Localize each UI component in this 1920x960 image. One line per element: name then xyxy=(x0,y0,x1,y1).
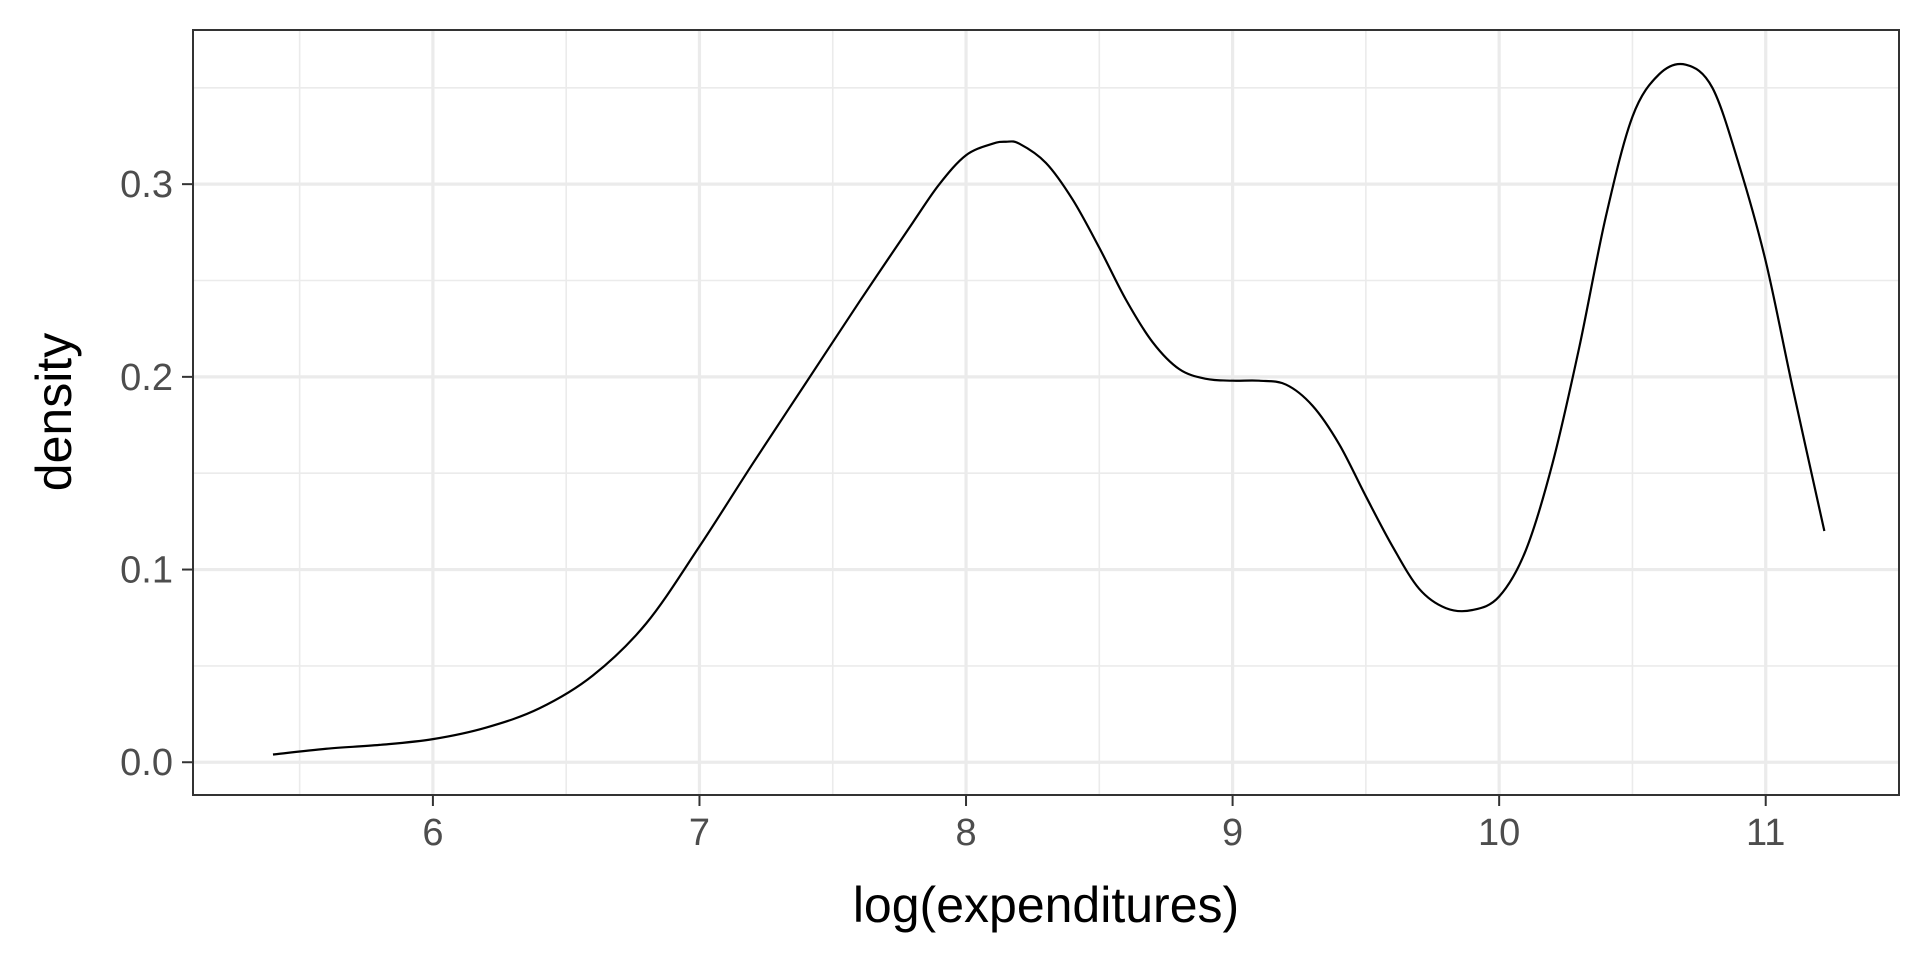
x-tick-label-2: 8 xyxy=(955,812,976,854)
y-tick-label-2: 0.2 xyxy=(120,357,173,399)
x-tick-label-3: 9 xyxy=(1222,812,1243,854)
x-tick-label-1: 7 xyxy=(689,812,710,854)
y-tick-label-3: 0.3 xyxy=(120,164,173,206)
y-tick-label-0: 0.0 xyxy=(120,742,173,784)
x-tick-label-5: 11 xyxy=(1746,812,1785,854)
y-axis-title: density xyxy=(26,333,82,491)
plot-panel-background xyxy=(193,30,1899,795)
y-tick-label-1: 0.1 xyxy=(120,550,173,592)
x-axis-title: log(expenditures) xyxy=(853,877,1239,933)
density-curve xyxy=(272,62,1826,756)
x-tick-label-0: 6 xyxy=(422,812,443,854)
grid-minor-lines xyxy=(193,30,1899,795)
x-axis-ticks: 6 7 8 9 10 11 xyxy=(422,795,1785,854)
y-axis-ticks: 0.0 0.1 0.2 0.3 xyxy=(120,164,193,784)
x-tick-label-4: 10 xyxy=(1478,812,1520,854)
grid-major-lines xyxy=(193,30,1899,795)
plot-panel-border xyxy=(192,29,1900,796)
